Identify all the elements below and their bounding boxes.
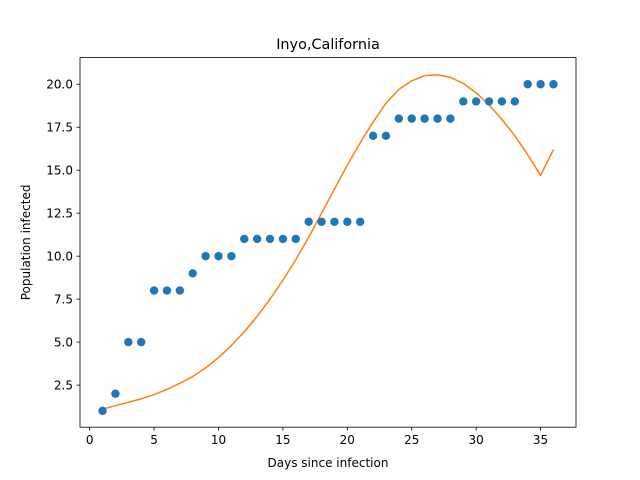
y-tick-label: 15.0 <box>46 163 73 177</box>
x-tick-label: 35 <box>533 433 548 447</box>
scatter-point <box>459 97 468 106</box>
scatter-point <box>291 234 300 244</box>
scatter-point <box>149 286 159 295</box>
scatter-point <box>188 269 197 278</box>
data-marks <box>98 74 558 416</box>
scatter-point <box>420 114 429 123</box>
scatter-point <box>394 114 404 123</box>
scatter-point <box>433 114 442 123</box>
chart-title: Inyo,California <box>276 37 380 53</box>
scatter-point <box>536 80 545 89</box>
x-tick-label: 15 <box>275 433 290 447</box>
y-tick-label: 2.5 <box>54 378 73 392</box>
scatter-point <box>252 234 262 244</box>
y-tick-label: 7.5 <box>54 292 73 306</box>
scatter-point <box>407 114 416 123</box>
x-tick-label: 0 <box>86 433 94 447</box>
y-tick-label: 5.0 <box>54 335 73 349</box>
scatter-point <box>343 217 352 226</box>
x-axis-ticks: 0 5 10 15 20 25 30 35 <box>86 427 548 447</box>
scatter-point <box>136 337 146 347</box>
axes-frame <box>79 57 577 428</box>
y-axis-ticks: 2.5 5.0 7.5 10.0 12.5 15.0 17.5 20.0 <box>46 77 80 392</box>
scatter-point <box>240 234 249 244</box>
x-tick-label: 30 <box>469 433 484 447</box>
scatter-point <box>278 234 288 244</box>
scatter-point <box>368 131 378 141</box>
y-axis-label: Population infected <box>19 185 33 301</box>
scatter-point <box>227 251 236 261</box>
scatter-point <box>162 286 172 295</box>
fit-line <box>102 74 555 410</box>
scatter-point <box>446 114 455 123</box>
scatter-point <box>317 217 326 226</box>
scatter-point <box>175 286 185 295</box>
y-tick-label: 20.0 <box>46 77 73 91</box>
scatter-point <box>497 97 507 106</box>
x-tick-label: 20 <box>340 433 355 447</box>
scatter-point <box>484 97 494 106</box>
x-tick-label: 5 <box>150 433 158 447</box>
scatter-point <box>304 217 313 226</box>
scatter-point <box>201 251 210 261</box>
scatter-point <box>214 251 223 261</box>
y-tick-label: 12.5 <box>46 206 73 220</box>
scatter-point <box>510 97 520 106</box>
y-tick-label: 10.0 <box>46 249 73 263</box>
x-tick-label: 10 <box>211 433 226 447</box>
x-axis-label: Days since infection <box>268 456 389 470</box>
scatter-point <box>265 234 275 244</box>
plot-area <box>80 57 576 428</box>
scatter-point <box>549 80 558 89</box>
scatter-point <box>381 131 391 141</box>
scatter-point <box>356 217 365 226</box>
scatter-point <box>523 80 532 89</box>
scatter-point <box>98 406 107 416</box>
scatter-point <box>124 337 133 347</box>
y-tick-label: 17.5 <box>46 120 73 134</box>
scatter-point <box>111 389 120 398</box>
scatter-point <box>471 97 481 106</box>
scatter-point <box>330 217 339 226</box>
x-tick-label: 25 <box>404 433 419 447</box>
